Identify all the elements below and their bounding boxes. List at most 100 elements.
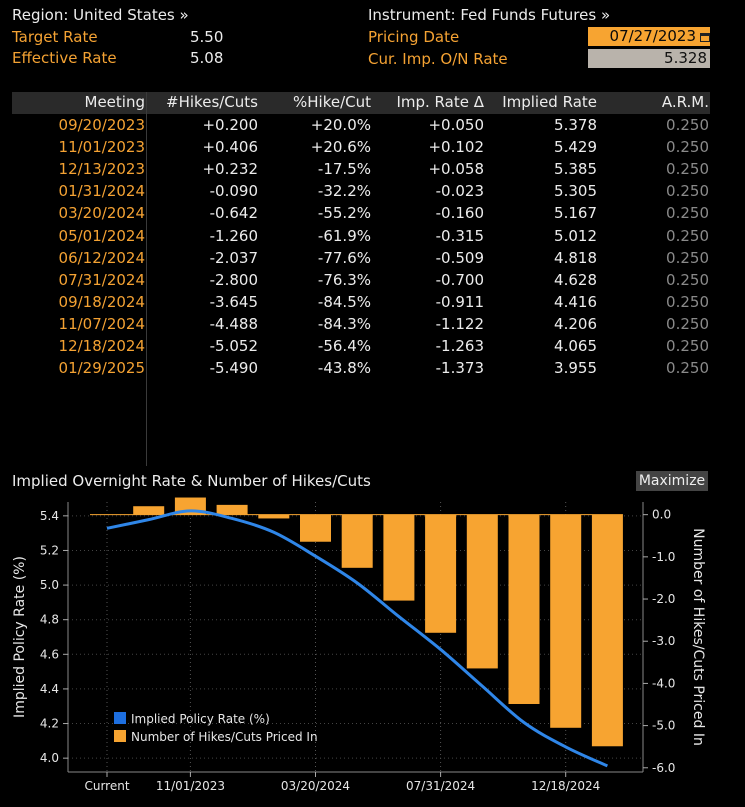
cell-arm: 0.250 <box>666 204 709 223</box>
bar-hikes-cuts <box>383 514 415 601</box>
right-tick-label: -1.0 <box>652 550 675 564</box>
cell-meeting[interactable]: 05/01/2024 <box>58 226 145 245</box>
cell-implied-rate: 5.305 <box>554 182 597 201</box>
col-header-hikes-cuts[interactable]: #Hikes/Cuts <box>166 93 258 111</box>
cell-implied-rate: 5.385 <box>554 160 597 179</box>
cell-pct-hike-cut: -84.3% <box>317 314 371 333</box>
cell-implied-rate: 4.818 <box>554 248 597 267</box>
cell-pct-hike-cut: +20.6% <box>310 138 371 157</box>
table-header <box>12 92 710 114</box>
cell-arm: 0.250 <box>666 116 709 134</box>
left-tick-label: 5.0 <box>40 578 59 592</box>
cell-pct-hike-cut: +20.0% <box>310 116 371 134</box>
cell-imp-rate-delta: -1.263 <box>435 337 484 355</box>
cell-meeting[interactable]: 06/12/2024 <box>58 248 145 267</box>
cell-hikes-cuts: -2.800 <box>209 270 258 289</box>
cell-hikes-cuts: -4.488 <box>209 314 258 333</box>
cell-implied-rate: 4.065 <box>554 337 597 355</box>
cell-pct-hike-cut: -32.2% <box>317 182 371 201</box>
cell-implied-rate: 4.206 <box>554 314 597 333</box>
left-tick-label: 4.8 <box>40 613 59 627</box>
cell-hikes-cuts: +0.200 <box>202 116 258 134</box>
col-header-pct-hike-cut[interactable]: %Hike/Cut <box>293 93 371 111</box>
cell-arm: 0.250 <box>666 226 709 245</box>
bar-hikes-cuts <box>425 514 457 633</box>
cell-imp-rate-delta: +0.058 <box>428 160 484 179</box>
cell-meeting[interactable]: 09/18/2024 <box>58 292 145 311</box>
col-header-arm[interactable]: A.R.M. <box>661 93 709 111</box>
cell-imp-rate-delta: -1.373 <box>435 359 484 378</box>
cell-imp-rate-delta: +0.102 <box>428 138 484 157</box>
cell-hikes-cuts: -5.052 <box>209 337 258 355</box>
effective-rate-label: Effective Rate <box>12 49 117 67</box>
cell-meeting[interactable]: 12/13/2023 <box>58 160 145 179</box>
left-axis-title: Implied Policy Rate (%) <box>12 556 28 718</box>
cell-pct-hike-cut: -43.8% <box>317 359 371 378</box>
cell-hikes-cuts: -1.260 <box>209 226 258 245</box>
cell-arm: 0.250 <box>666 248 709 267</box>
cell-pct-hike-cut: -61.9% <box>317 226 371 245</box>
cell-meeting[interactable]: 01/31/2024 <box>58 182 145 201</box>
bar-hikes-cuts <box>300 514 331 542</box>
col-header-imp-rate-delta[interactable]: Imp. Rate Δ <box>396 93 484 111</box>
cell-arm: 0.250 <box>666 314 709 333</box>
cell-meeting[interactable]: 11/07/2024 <box>58 314 145 333</box>
cell-arm: 0.250 <box>666 182 709 201</box>
target-rate-value: 5.50 <box>190 28 224 46</box>
region-selector[interactable]: Region: United States » <box>12 6 189 24</box>
x-tick-label: 07/31/2024 <box>406 779 475 793</box>
maximize-button[interactable]: Maximize <box>636 471 708 491</box>
pricing-date-label: Pricing Date <box>368 28 460 46</box>
cell-imp-rate-delta: -0.911 <box>435 292 484 311</box>
col-header-implied-rate[interactable]: Implied Rate <box>502 93 597 111</box>
cell-implied-rate: 5.429 <box>554 138 597 157</box>
left-tick-label: 4.6 <box>40 647 59 661</box>
calendar-icon[interactable] <box>700 33 710 42</box>
cell-hikes-cuts: -0.090 <box>209 182 258 201</box>
cur-imp-rate-label: Cur. Imp. O/N Rate <box>368 50 508 68</box>
cell-implied-rate: 4.416 <box>554 292 597 311</box>
cell-implied-rate: 4.628 <box>554 270 597 289</box>
cell-meeting[interactable]: 11/01/2023 <box>58 138 145 157</box>
col-header-meeting[interactable]: Meeting <box>84 93 145 111</box>
cell-pct-hike-cut: -76.3% <box>317 270 371 289</box>
cell-meeting[interactable]: 01/29/2025 <box>58 359 145 378</box>
bar-hikes-cuts <box>258 514 290 519</box>
cell-hikes-cuts: +0.406 <box>202 138 258 157</box>
rate-hikes-chart: 4.0 4.2 4.4 4.6 4.8 5.0 5.2 5.4 0.0 -1.0 -2.0 -3.0 -… <box>12 497 706 793</box>
cell-meeting[interactable]: 07/31/2024 <box>58 270 145 289</box>
target-rate-label: Target Rate <box>12 28 98 46</box>
cell-arm: 0.250 <box>666 270 709 289</box>
pricing-date-field[interactable]: 07/27/2023 <box>588 27 710 46</box>
cell-arm: 0.250 <box>666 337 709 355</box>
x-tick-label: 12/18/2024 <box>531 779 600 793</box>
cell-imp-rate-delta: -0.315 <box>435 226 484 245</box>
right-tick-label: 0.0 <box>652 508 671 522</box>
right-axis-title: Number of Hikes/Cuts Priced In <box>690 528 706 746</box>
legend-swatch-line <box>114 712 126 724</box>
bar-hikes-cuts <box>133 506 165 515</box>
right-tick-label: -4.0 <box>652 676 675 690</box>
cell-imp-rate-delta: -0.509 <box>435 248 484 267</box>
x-tick-label: Current <box>84 779 129 793</box>
left-tick-label: 4.2 <box>40 717 59 731</box>
cell-arm: 0.250 <box>666 359 709 378</box>
x-tick-label: 11/01/2023 <box>156 779 225 793</box>
cell-meeting[interactable]: 12/18/2024 <box>58 337 145 355</box>
cell-meeting[interactable]: 03/20/2024 <box>58 204 145 223</box>
cell-meeting[interactable]: 09/20/2023 <box>58 116 145 134</box>
x-tick-label: 03/20/2024 <box>281 779 350 793</box>
right-tick-label: -6.0 <box>652 761 675 775</box>
bar-hikes-cuts <box>591 514 623 747</box>
cell-hikes-cuts: -3.645 <box>209 292 258 311</box>
cell-pct-hike-cut: -77.6% <box>317 248 371 267</box>
instrument-selector[interactable]: Instrument: Fed Funds Futures » <box>368 6 611 24</box>
cell-pct-hike-cut: -55.2% <box>317 204 371 223</box>
cell-implied-rate: 5.378 <box>554 116 597 134</box>
implied-rate-line <box>106 509 609 768</box>
legend-label-bar: Number of Hikes/Cuts Priced In <box>131 730 318 744</box>
cell-implied-rate: 3.955 <box>554 359 597 378</box>
pricing-date-value: 07/27/2023 <box>609 27 696 45</box>
effective-rate-value: 5.08 <box>190 49 224 67</box>
chart-title: Implied Overnight Rate & Number of Hikes… <box>12 472 371 490</box>
